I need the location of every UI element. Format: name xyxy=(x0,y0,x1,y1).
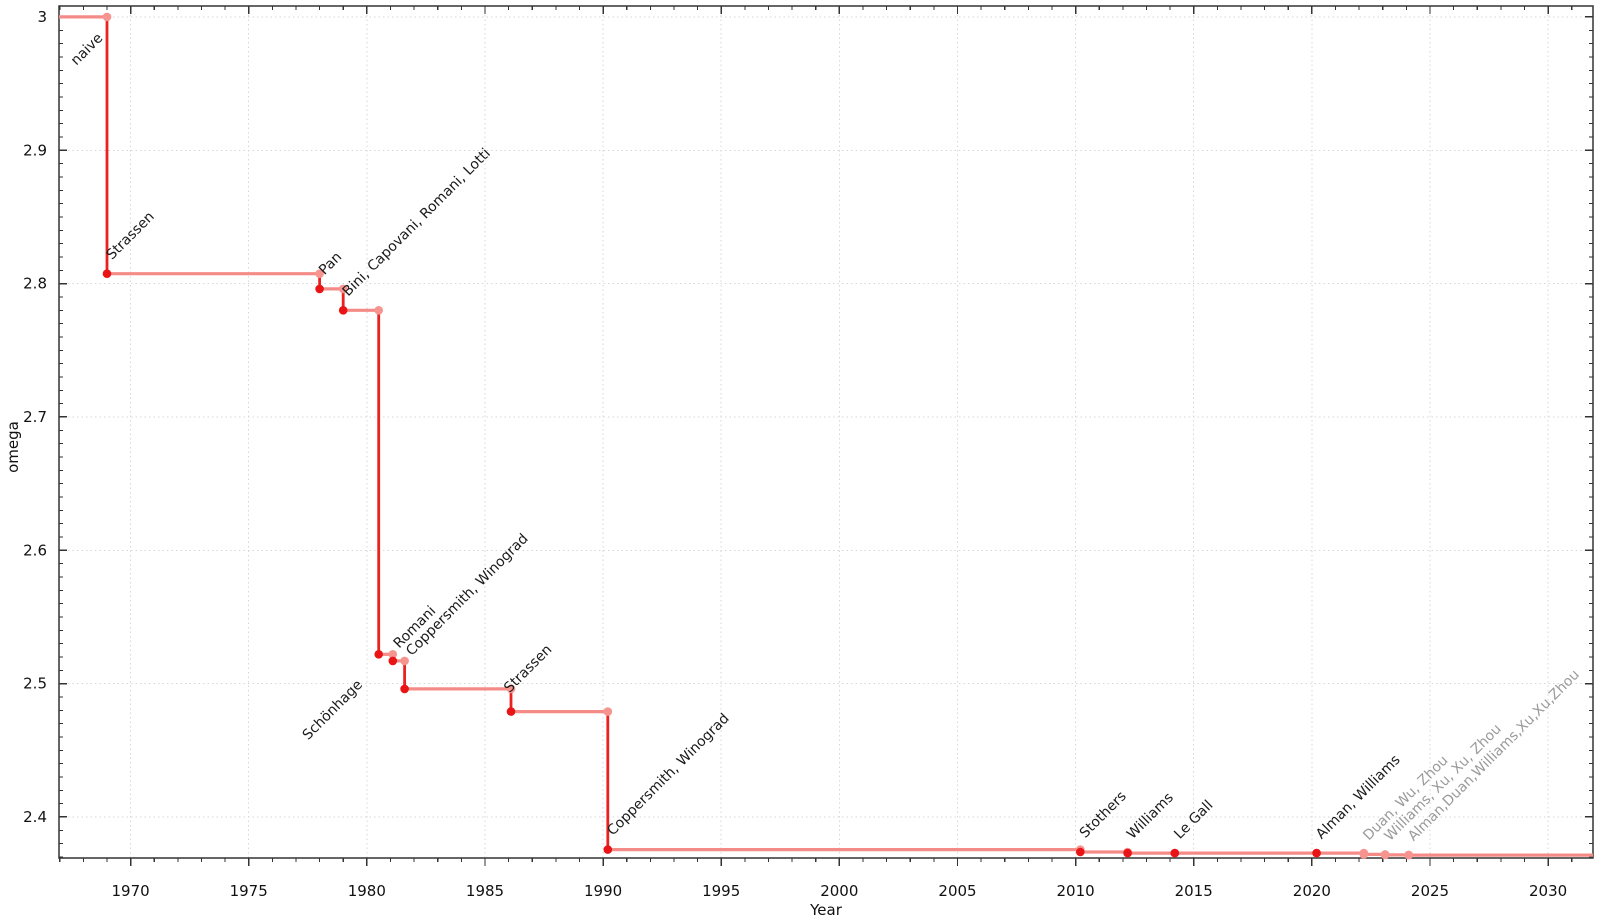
data-point-dot xyxy=(400,684,409,694)
data-point-dot xyxy=(1170,848,1180,858)
x-tick-label: 1995 xyxy=(702,882,740,900)
x-tick-label: 2010 xyxy=(1057,882,1095,900)
step-corner-dot xyxy=(400,656,409,666)
data-point-dot xyxy=(315,284,324,294)
x-tick-label: 2030 xyxy=(1529,882,1567,900)
data-point-dot xyxy=(1359,850,1369,859)
step-corner-dot xyxy=(603,707,613,716)
data-point-dot xyxy=(374,650,384,659)
x-tick-label: 2015 xyxy=(1175,882,1213,900)
step-corner-dot xyxy=(338,284,348,294)
y-tick-label: 3 xyxy=(37,8,47,26)
y-tick-label: 2.5 xyxy=(23,675,47,693)
step-corner-dot xyxy=(388,650,398,659)
step-corner-dot xyxy=(506,684,516,694)
x-tick-label: 1975 xyxy=(230,882,268,900)
x-tick-label: 2005 xyxy=(938,882,976,900)
x-tick-label: 1980 xyxy=(348,882,386,900)
grid xyxy=(59,6,1593,858)
x-tick-label: 1970 xyxy=(112,882,150,900)
tick-labels: 1970 1975 1980 1985 1990 1995 2000 2005 2010 2015… xyxy=(23,8,1567,900)
x-tick-label: 2025 xyxy=(1411,882,1449,900)
step-corner-dot xyxy=(102,12,112,22)
step-corner-dot xyxy=(315,269,324,279)
data-point-dot xyxy=(1076,847,1085,857)
series-omega xyxy=(59,12,1593,860)
y-axis-label: omega xyxy=(4,421,22,473)
data-point-dot xyxy=(506,707,516,716)
x-axis-label: Year xyxy=(810,901,842,919)
y-tick-label: 2.7 xyxy=(23,408,47,426)
data-point-dot xyxy=(1404,850,1413,860)
step-corner-dot xyxy=(374,306,384,315)
data-point-dot xyxy=(603,845,613,854)
x-tick-label: 1985 xyxy=(466,882,504,900)
y-tick-label: 2.6 xyxy=(23,541,47,559)
data-point-dot xyxy=(1123,848,1132,858)
y-tick-label: 2.8 xyxy=(23,275,47,293)
data-point-dot xyxy=(1380,850,1390,860)
data-point-dot xyxy=(1312,848,1321,858)
x-tick-label: 2020 xyxy=(1293,882,1331,900)
data-point-dot xyxy=(102,269,112,279)
plot-border xyxy=(58,5,1594,859)
y-tick-label: 2.4 xyxy=(23,808,47,826)
y-tick-label: 2.9 xyxy=(23,141,47,159)
data-point-dot xyxy=(338,306,348,315)
x-tick-label: 2000 xyxy=(820,882,858,900)
axis-ticks xyxy=(59,6,1593,866)
x-tick-label: 1990 xyxy=(584,882,622,900)
data-point-dot xyxy=(388,656,398,666)
